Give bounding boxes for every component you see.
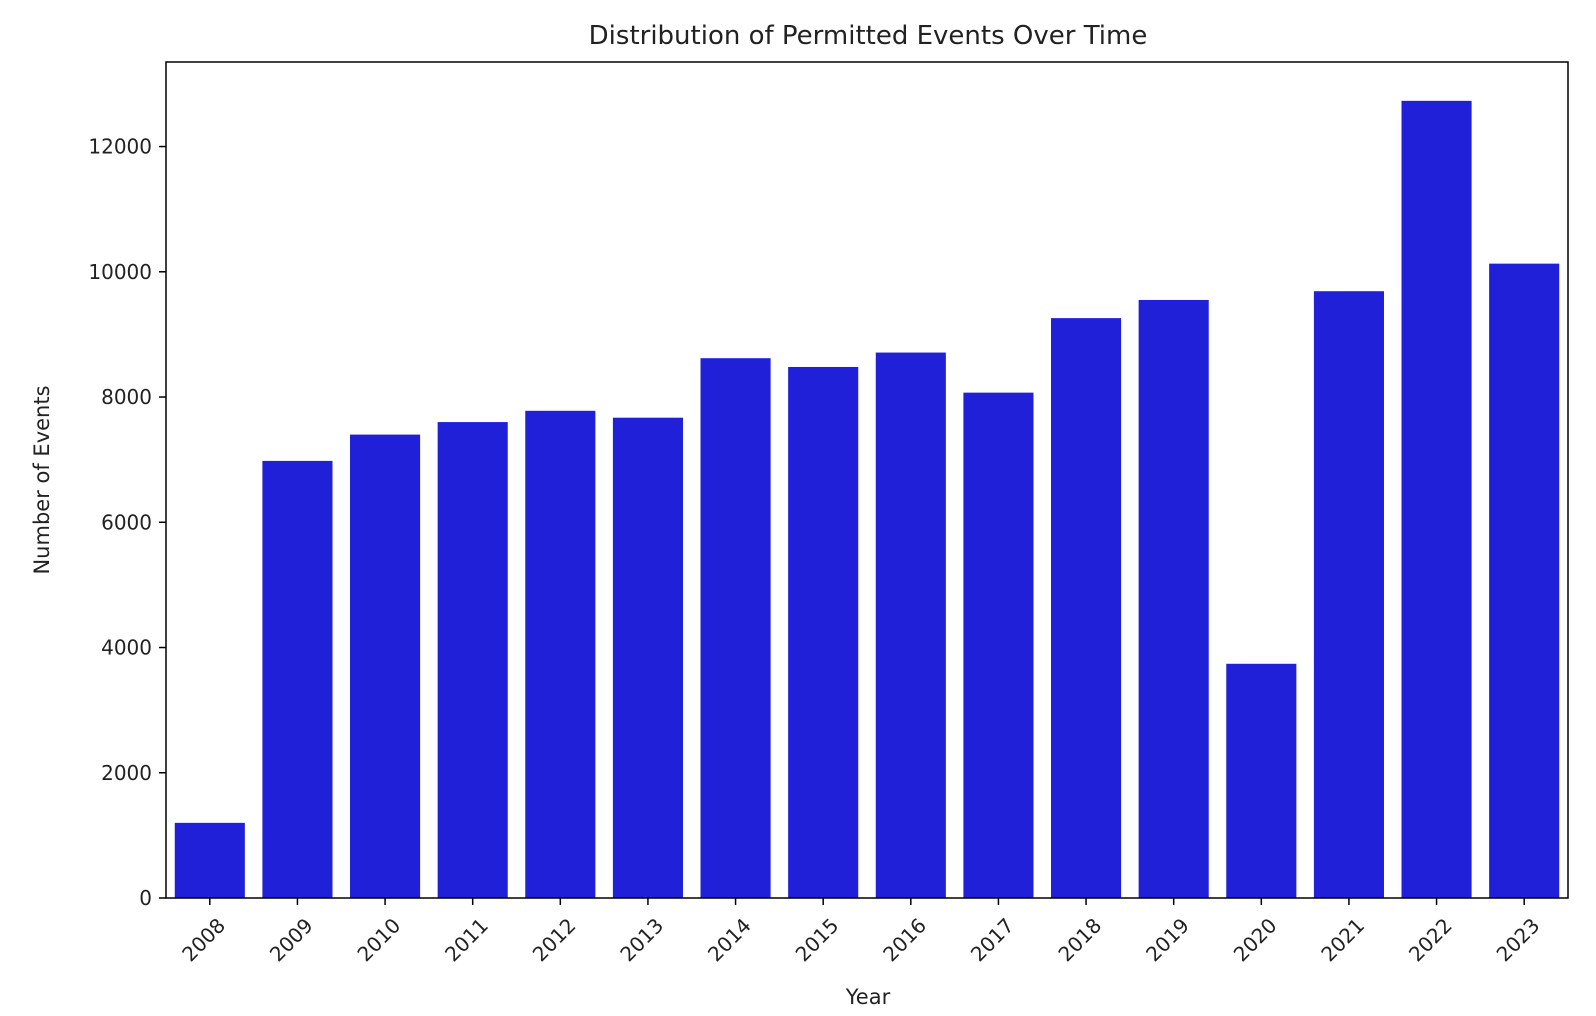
- x-axis: 2008 2009 2010 2011 2012 2013 2014 2015 2016 2017…: [177, 898, 1544, 966]
- y-tick-label: 8000: [101, 385, 152, 409]
- bar-2018: [1051, 318, 1122, 898]
- bar-2020: [1226, 663, 1297, 898]
- bar-2008: [174, 822, 245, 898]
- y-tick-label: 10000: [88, 260, 152, 284]
- bar-2015: [788, 366, 859, 899]
- y-tick-label: 6000: [101, 510, 152, 534]
- bar-2014: [700, 358, 771, 898]
- x-tick-label: 2023: [1492, 913, 1545, 966]
- y-tick-label: 0: [139, 886, 152, 910]
- x-tick-label: 2009: [265, 913, 318, 966]
- chart-title: Distribution of Permitted Events Over Ti…: [589, 21, 1148, 51]
- bars-group: [174, 100, 1560, 899]
- x-tick-label: 2016: [878, 913, 931, 966]
- y-tick-label: 2000: [101, 761, 152, 785]
- x-tick-label: 2014: [703, 913, 756, 966]
- x-tick-label: 2020: [1229, 913, 1282, 966]
- bar-2022: [1401, 100, 1472, 898]
- plot-frame: [165, 61, 1569, 899]
- bar-2017: [963, 392, 1034, 898]
- x-tick-label: 2017: [966, 913, 1019, 966]
- bar-2021: [1313, 291, 1384, 898]
- bar-2023: [1489, 263, 1560, 898]
- x-tick-label: 2015: [791, 913, 844, 966]
- x-tick-label: 2008: [177, 913, 230, 966]
- bar-2010: [350, 434, 421, 898]
- x-tick-label: 2011: [440, 913, 493, 966]
- bar-2016: [875, 352, 946, 898]
- bar-2019: [1138, 299, 1209, 899]
- y-tick-label: 4000: [101, 636, 152, 660]
- x-tick-label: 2022: [1404, 913, 1457, 966]
- bar-2012: [525, 410, 596, 898]
- x-tick-label: 2018: [1053, 913, 1106, 966]
- x-tick-label: 2021: [1316, 913, 1369, 966]
- bar-2011: [437, 422, 508, 898]
- x-tick-label: 2010: [352, 913, 405, 966]
- y-axis-label: Number of Events: [30, 385, 54, 574]
- x-tick-label: 2019: [1141, 913, 1194, 966]
- x-tick-label: 2012: [528, 913, 581, 966]
- x-tick-label: 2013: [615, 913, 668, 966]
- y-axis: 0 2000 4000 6000 8000 10000 12000: [88, 135, 166, 910]
- y-tick-label: 12000: [88, 135, 152, 159]
- bar-2013: [612, 417, 683, 898]
- x-axis-label: Year: [845, 985, 891, 1009]
- bar-2009: [262, 460, 333, 898]
